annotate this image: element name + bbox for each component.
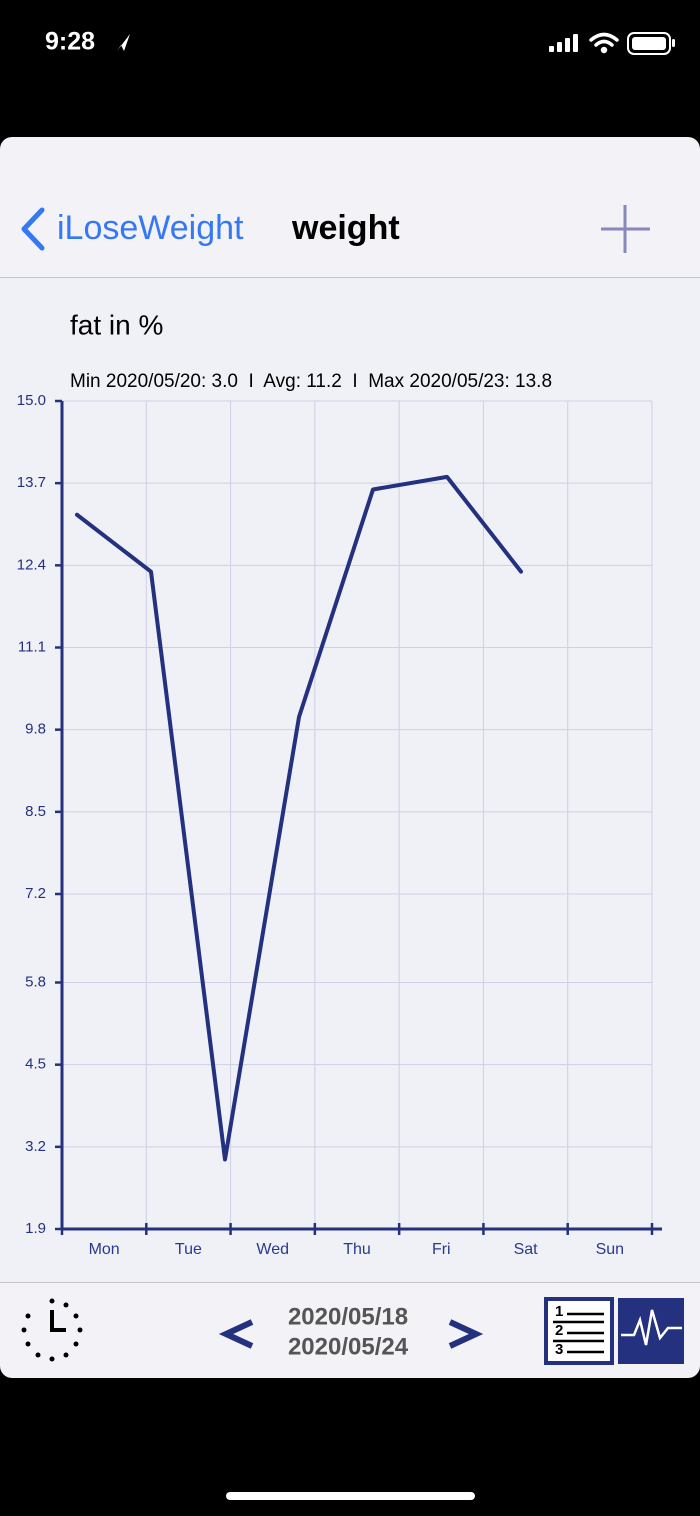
- svg-text:2: 2: [555, 1322, 563, 1339]
- chart-background: [0, 278, 700, 1282]
- list-button[interactable]: 1 2 3: [544, 1297, 614, 1365]
- data-line: [75, 474, 523, 1162]
- x-tick-label: Wed: [256, 1241, 289, 1258]
- y-tick-label: 8.5: [25, 803, 46, 820]
- chart-button[interactable]: [618, 1298, 684, 1364]
- history-button[interactable]: [21, 1298, 83, 1362]
- back-button[interactable]: iLoseWeight: [57, 209, 244, 247]
- battery-icon: [627, 32, 675, 55]
- start-date: 2020/05/18: [288, 1303, 408, 1330]
- location-icon: [117, 34, 130, 51]
- next-button[interactable]: [448, 1319, 484, 1349]
- y-tick-label: 5.8: [25, 973, 46, 990]
- status-time: 9:28: [45, 28, 95, 56]
- chart-title: fat in %: [70, 309, 163, 340]
- x-tick-label: Tue: [175, 1241, 202, 1258]
- x-tick-label: Sat: [514, 1241, 539, 1258]
- svg-text:1: 1: [555, 1303, 563, 1320]
- y-tick-label: 1.9: [25, 1220, 46, 1237]
- y-tick-label: 3.2: [25, 1138, 46, 1155]
- y-tick-label: 4.5: [25, 1056, 46, 1073]
- y-tick-label: 13.7: [17, 474, 46, 491]
- add-button[interactable]: [601, 205, 650, 253]
- signal-icon: [549, 34, 578, 52]
- chart-subtitle: Min 2020/05/20: 3.0 I Avg: 11.2 I Max 20…: [70, 371, 552, 392]
- y-tick-label: 15.0: [17, 392, 46, 409]
- home-indicator: [226, 1492, 475, 1500]
- y-tick-label: 11.1: [18, 638, 46, 655]
- x-tick-label: Fri: [432, 1241, 451, 1258]
- svg-text:3: 3: [555, 1341, 563, 1358]
- x-tick-label: Sun: [596, 1241, 624, 1258]
- back-chevron[interactable]: [21, 207, 45, 251]
- y-tick-label: 9.8: [25, 721, 46, 738]
- end-date: 2020/05/24: [288, 1333, 409, 1360]
- prev-button[interactable]: [218, 1319, 254, 1349]
- x-tick-label: Thu: [343, 1241, 371, 1258]
- y-tick-label: 12.4: [17, 556, 46, 573]
- x-tick-label: Mon: [89, 1241, 120, 1258]
- y-tick-label: 7.2: [25, 885, 46, 902]
- plot: 1.9 3.2 4.5 5.8 7.2 8.5 9.8 11.1 12.4 13.7 15.0 Mon…: [17, 392, 662, 1258]
- nav-title: weight: [291, 209, 400, 247]
- wifi-icon: [589, 32, 619, 54]
